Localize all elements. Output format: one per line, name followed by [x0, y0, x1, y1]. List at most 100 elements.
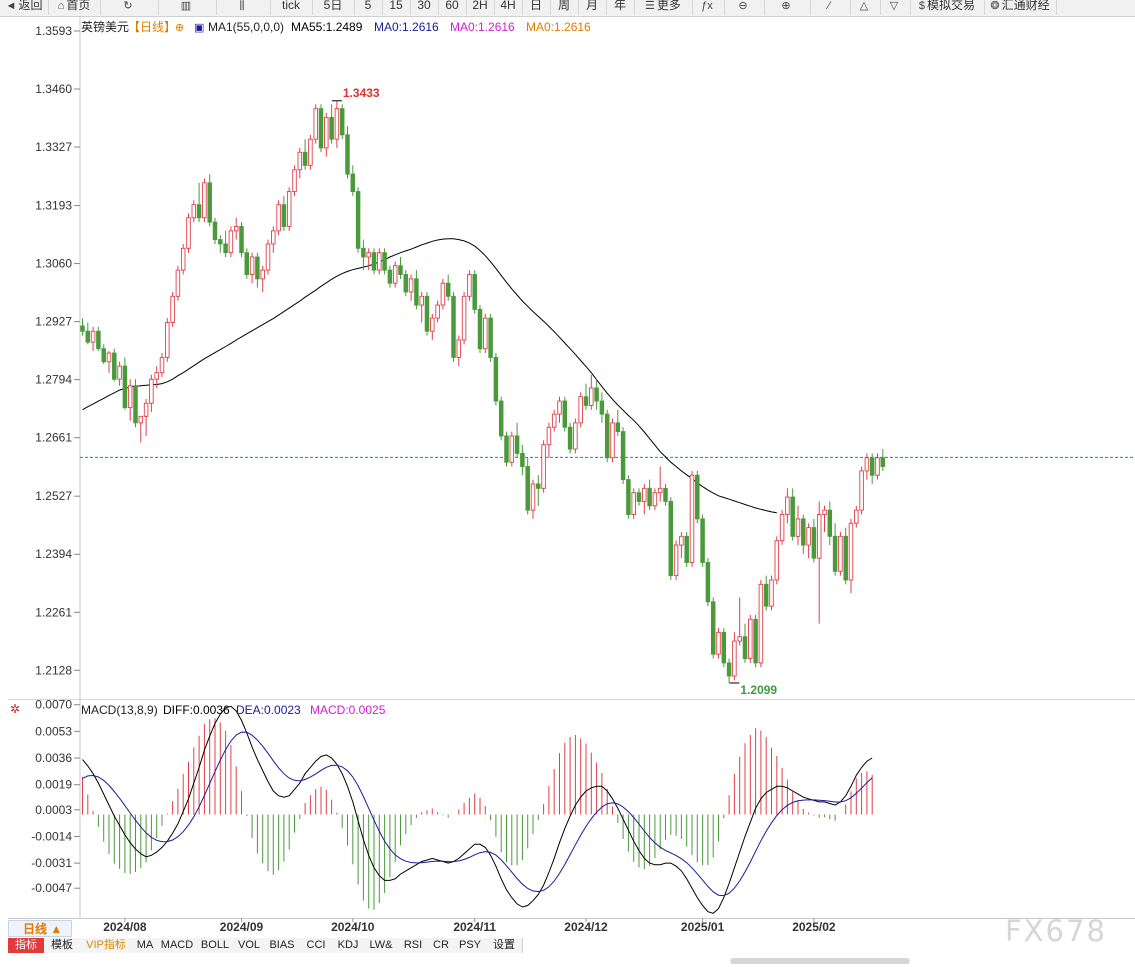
toolbar-item-9[interactable]: 30	[410, 0, 439, 15]
indicator-tab[interactable]: PSY	[454, 938, 487, 953]
date-axis: 2024/08 2024/09 2024/10 2024/11 2024/12 2025/…	[103, 918, 836, 934]
candle-body	[366, 252, 371, 258]
candle	[191, 200, 197, 223]
indicator-tab[interactable]: LW&	[364, 938, 399, 953]
indicator-tab[interactable]: CCI	[300, 938, 333, 953]
indicator-tab[interactable]: BOLL	[196, 938, 235, 953]
indicator-tab[interactable]: RSI	[398, 938, 429, 953]
candle	[138, 415, 144, 443]
toolbar-item-11[interactable]: 2H	[466, 0, 495, 15]
toolbar-label: tick	[282, 0, 300, 12]
toolbar-item-8[interactable]: 15	[382, 0, 411, 15]
indicator-tab[interactable]: BIAS	[264, 938, 301, 953]
toolbar-item-0[interactable]: ◄ 返回	[0, 0, 49, 15]
price-tick-label: 1.2927	[35, 315, 72, 329]
date-tick-label: 2024/08	[103, 920, 147, 934]
indicator-tab[interactable]: MACD	[158, 938, 197, 953]
candle-body	[684, 535, 689, 563]
candle	[811, 518, 817, 563]
candle-body	[419, 295, 424, 306]
toolbar-triangle-down-button[interactable]: ▽	[880, 0, 911, 15]
toolbar-item-16[interactable]: 年	[606, 0, 635, 15]
toolbar-label: 15	[389, 0, 403, 12]
toolbar-item-10[interactable]: 60	[438, 0, 467, 15]
toolbar-formula-button[interactable]: ƒx	[692, 0, 725, 15]
toolbar-item-1[interactable]: ⌂ 首页	[48, 0, 101, 15]
indicator-tab[interactable]: 指标	[8, 938, 45, 953]
candle-body	[382, 252, 387, 271]
zoom-out-icon: ⊖	[738, 0, 748, 12]
candle	[149, 374, 154, 412]
candle	[371, 248, 377, 275]
toolbar-refresh-button[interactable]: ↻	[100, 0, 159, 15]
toolbar-draw-line-button[interactable]: ∕	[810, 0, 851, 15]
toolbar-candlestick-button[interactable]: ▥	[158, 0, 217, 15]
draw-line-icon: ∕	[828, 0, 830, 12]
toolbar-item-5[interactable]: tick	[270, 0, 313, 15]
candle-body	[461, 295, 467, 341]
toolbar-item-6[interactable]: 5日	[312, 0, 355, 15]
candle	[530, 479, 536, 519]
horizontal-scrollbar[interactable]	[730, 958, 910, 964]
indicator-tab[interactable]: 设置	[486, 938, 523, 953]
candle-body	[143, 402, 149, 417]
toolbar-bar-chart-button[interactable]: ⫼	[216, 0, 271, 15]
candle	[127, 379, 133, 421]
candle-body	[414, 278, 419, 306]
toolbar-item-17[interactable]: ☰ 更多	[634, 0, 693, 15]
candle	[562, 396, 568, 432]
candle-body	[636, 492, 642, 502]
candle-body	[520, 452, 525, 467]
candle-body	[742, 636, 748, 659]
toolbar-item-15[interactable]: 月	[578, 0, 607, 15]
candle-body	[175, 269, 181, 297]
dea-line	[82, 731, 873, 897]
period-tab[interactable]: 日线 ▲	[8, 920, 72, 937]
candle-body	[233, 226, 239, 232]
candle-body	[133, 385, 138, 424]
candle-body	[180, 247, 186, 271]
candle-body	[392, 265, 398, 284]
toolbar-item-14[interactable]: 周	[550, 0, 579, 15]
candle	[652, 488, 658, 511]
candle	[806, 523, 811, 559]
indicator-tab[interactable]: VOL	[234, 938, 265, 953]
indicator-tab[interactable]: VIP指标	[80, 938, 133, 953]
candle-body	[371, 252, 377, 271]
candle-body	[536, 483, 541, 489]
macd-tick-label: -0.0047	[31, 881, 72, 895]
candle	[493, 353, 499, 406]
toolbar-triangle-up-button[interactable]: △	[850, 0, 881, 15]
toolbar-item-13[interactable]: 日	[522, 0, 551, 15]
candle	[737, 597, 742, 646]
legend-period[interactable]: 【日线】	[128, 20, 176, 34]
candle	[477, 305, 483, 354]
toolbar-item-12[interactable]: 4H	[494, 0, 523, 15]
candle-body	[302, 151, 308, 166]
indicator-tab[interactable]: KDJ	[332, 938, 365, 953]
toolbar-item-24[interactable]: $ 模拟交易	[910, 0, 985, 15]
toolbar-label: 日	[529, 0, 542, 12]
toolbar-zoom-out-button[interactable]: ⊖	[724, 0, 765, 15]
legend-settings-icon[interactable]: ⊕	[175, 22, 184, 34]
indicator-tab[interactable]: CR	[428, 938, 455, 953]
candle	[769, 575, 774, 611]
indicator-tab[interactable]: MA	[132, 938, 159, 953]
candle-body	[165, 322, 170, 358]
toolbar-zoom-in-button[interactable]: ⊕	[764, 0, 811, 15]
toolbar-item-25[interactable]: ❂ 汇通财经	[984, 0, 1057, 15]
macd-settings-icon[interactable]: ✲	[10, 702, 20, 716]
candle	[350, 165, 356, 196]
toolbar-item-7[interactable]: 5	[354, 0, 383, 15]
candle	[710, 597, 716, 659]
candle	[308, 134, 313, 170]
candle	[599, 392, 605, 423]
candle-body	[726, 662, 732, 677]
indicator-tab[interactable]: 模板	[44, 938, 81, 953]
candle	[233, 217, 239, 240]
candle-body	[355, 191, 361, 249]
candle-body	[212, 221, 218, 241]
candle-body	[255, 256, 260, 280]
candle-body	[329, 116, 334, 140]
